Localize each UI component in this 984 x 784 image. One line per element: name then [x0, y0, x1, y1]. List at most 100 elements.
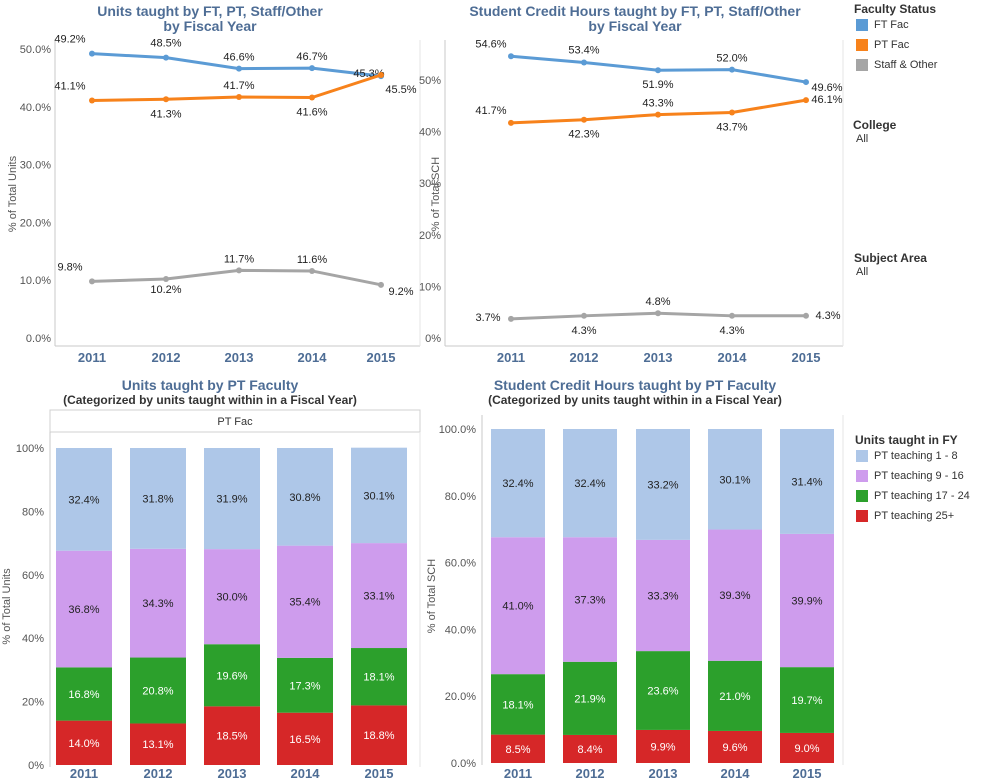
college-filter-value[interactable]: All [856, 133, 869, 145]
data-point [803, 97, 809, 104]
bar-segment [491, 674, 545, 735]
bar-label: 8.4% [577, 744, 602, 756]
pt-9-16-swatch-icon [856, 470, 868, 483]
x-tick-label: 2011 [78, 350, 106, 365]
x-tick-label: 2012 [152, 350, 181, 365]
units-legend-item-25[interactable]: PT teaching 25+ [856, 509, 954, 523]
bar-segment [351, 705, 407, 765]
bar-label: 19.7% [791, 695, 822, 707]
bar-segment [204, 706, 260, 765]
pt-swatch-icon [856, 39, 868, 52]
x-tick-label: 2015 [792, 350, 821, 365]
data-point [508, 119, 514, 126]
y-tick-label: 10.0% [20, 275, 51, 287]
sch-line-title-text: Student Credit Hours taught by FT, PT, S… [469, 3, 801, 19]
x-tick-label: 2013 [218, 766, 247, 781]
panel-header-label: PT Fac [217, 416, 253, 428]
bar-segment [636, 539, 690, 652]
bar-segment [130, 548, 186, 658]
subject-filter-label: Subject Area [854, 251, 927, 265]
x-tick-label: 2011 [497, 350, 525, 365]
bar-label: 30.1% [719, 474, 750, 486]
sch-bar-title: Student Credit Hours taught by PT Facult… [440, 377, 830, 408]
x-tick-label: 2012 [144, 766, 173, 781]
bar-segment [563, 429, 617, 538]
units-legend-item-9-16[interactable]: PT teaching 9 - 16 [856, 469, 964, 483]
data-label: 9.2% [388, 286, 413, 298]
data-label: 46.1% [811, 94, 842, 106]
data-point [89, 97, 95, 104]
units-legend-item-1-8[interactable]: PT teaching 1 - 8 [856, 449, 958, 463]
data-point [236, 267, 242, 274]
bar-segment [204, 644, 260, 707]
ft-swatch-icon [856, 19, 868, 32]
bar-label: 21.9% [574, 693, 605, 705]
faculty-legend-item-staff[interactable]: Staff & Other [856, 58, 937, 72]
y-tick-label: 80.0% [445, 491, 476, 503]
bar-label: 39.3% [719, 590, 750, 602]
units-legend-label: PT teaching 25+ [874, 510, 955, 522]
units-line-title: Units taught by FT, PT, Staff/Other by F… [60, 3, 360, 34]
bar-segment [56, 720, 112, 765]
units-legend-item-17-24[interactable]: PT teaching 17 - 24 [856, 489, 970, 503]
bar-label: 19.6% [216, 670, 247, 682]
bar-label: 18.5% [216, 731, 247, 743]
units-legend-label: PT teaching 9 - 16 [874, 470, 964, 482]
bar-segment [56, 550, 112, 668]
bar-label: 9.9% [650, 741, 675, 753]
data-point [309, 94, 315, 101]
faculty-legend-label: Staff & Other [874, 59, 938, 71]
data-label: 4.3% [815, 310, 840, 322]
bar-segment [351, 648, 407, 706]
y-tick-label: 50.0% [20, 44, 51, 56]
data-point [655, 67, 661, 74]
bar-segment [780, 667, 834, 733]
data-point [803, 79, 809, 86]
data-point [378, 72, 384, 79]
data-label: 4.3% [719, 325, 744, 337]
panel-header-box [49, 409, 421, 433]
bar-segment [563, 734, 617, 763]
y-tick-label: 60% [22, 570, 44, 582]
y-axis-label: % of Total SCH [426, 559, 438, 633]
bar-segment [351, 447, 407, 544]
bar-label: 31.9% [216, 494, 247, 506]
units-legend-label: PT teaching 1 - 8 [874, 450, 958, 462]
data-label: 43.7% [716, 122, 747, 134]
data-label: 4.8% [645, 296, 670, 308]
bar-segment [636, 429, 690, 540]
data-point [655, 111, 661, 118]
subject-filter-value[interactable]: All [856, 266, 869, 278]
x-tick-label: 2015 [793, 766, 822, 781]
faculty-legend-item-ft[interactable]: FT Fac [856, 18, 909, 32]
data-point [236, 65, 242, 72]
x-tick-label: 2015 [367, 350, 396, 365]
data-label: 45.5% [385, 84, 416, 96]
data-point [729, 312, 735, 319]
data-point [163, 54, 169, 61]
y-tick-label: 40.0% [445, 624, 476, 636]
bar-segment [780, 732, 834, 763]
y-tick-label: 20.0% [445, 691, 476, 703]
x-tick-label: 2014 [718, 350, 748, 365]
series-line [91, 268, 382, 287]
y-tick-label: 50% [419, 75, 441, 87]
data-label: 10.2% [150, 284, 181, 296]
bar-label: 32.4% [68, 494, 99, 506]
x-tick-label: 2011 [504, 766, 532, 781]
faculty-legend-item-pt[interactable]: PT Fac [856, 38, 909, 52]
bar-segment [56, 448, 112, 551]
data-label: 41.7% [223, 80, 254, 92]
faculty-legend-label: PT Fac [874, 39, 910, 51]
bar-label: 32.4% [574, 478, 605, 490]
bar-label: 35.4% [289, 597, 320, 609]
x-tick-label: 2014 [721, 766, 751, 781]
y-tick-label: 10% [419, 281, 441, 293]
bar-label: 17.3% [289, 680, 320, 692]
y-tick-label: 100% [16, 443, 44, 455]
data-label: 48.5% [150, 38, 181, 50]
bar-label: 9.0% [794, 743, 819, 755]
data-point [163, 96, 169, 103]
data-point [309, 267, 315, 274]
